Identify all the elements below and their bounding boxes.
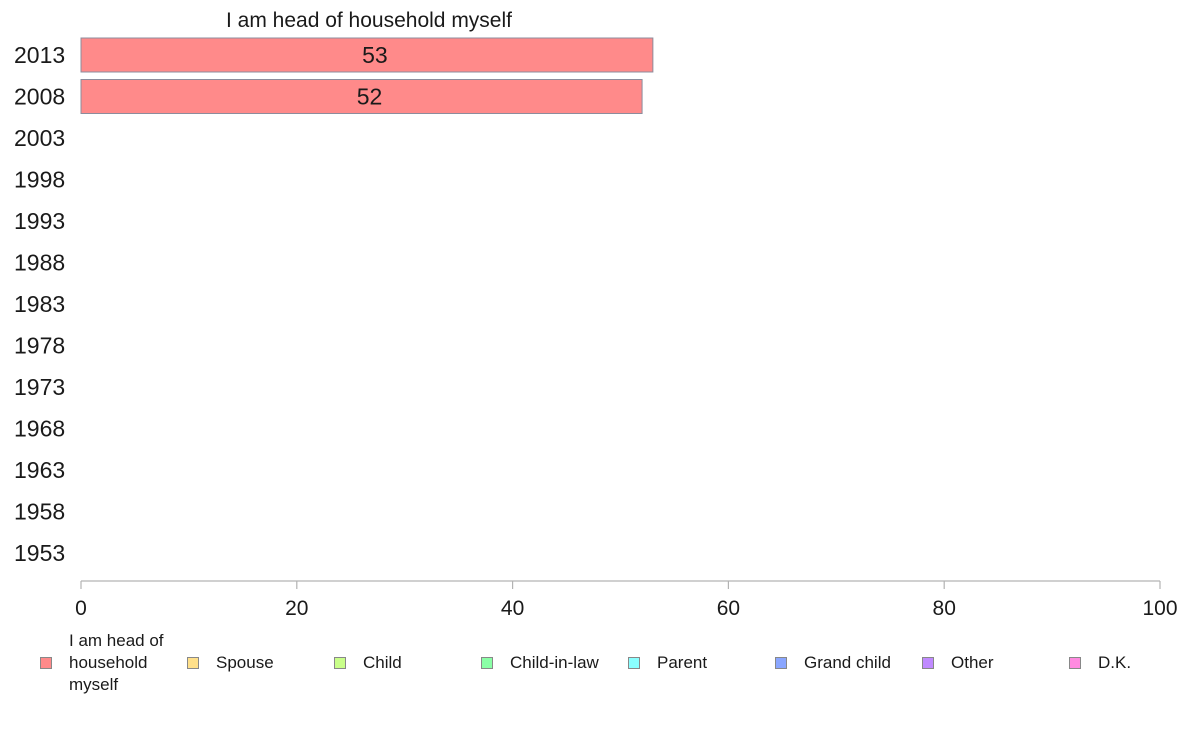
legend-item: Child bbox=[334, 630, 402, 696]
category-label: 1978 bbox=[14, 333, 65, 359]
chart-title: I am head of household myself bbox=[226, 9, 512, 32]
category-label: 2013 bbox=[14, 42, 65, 68]
category-label: 1963 bbox=[14, 457, 65, 483]
category-labels: 2013 2008 2003 1998 1993 1988 1983 1978 1973 1968… bbox=[14, 42, 65, 566]
legend-swatch bbox=[40, 657, 52, 669]
legend-label: Spouse bbox=[216, 653, 274, 672]
category-label: 1973 bbox=[14, 374, 65, 400]
legend-swatch bbox=[922, 657, 934, 669]
category-label: 1968 bbox=[14, 416, 65, 442]
x-tick-label: 60 bbox=[717, 597, 740, 620]
category-label: 1953 bbox=[14, 540, 65, 566]
category-label: 1958 bbox=[14, 499, 65, 525]
legend-swatch bbox=[334, 657, 346, 669]
legend-item: D.K. bbox=[1069, 630, 1131, 696]
bar bbox=[80, 79, 643, 114]
legend-label: Child-in-law bbox=[510, 653, 599, 672]
legend-item: Child-in-law bbox=[481, 630, 599, 696]
bar-value-label: 53 bbox=[362, 42, 388, 68]
legend-swatch bbox=[1069, 657, 1081, 669]
category-label: 2003 bbox=[14, 125, 65, 151]
legend-label: Parent bbox=[657, 653, 708, 672]
category-label: 1993 bbox=[14, 208, 65, 234]
legend-item: Parent bbox=[628, 630, 707, 696]
legend-label: I am head of household myself bbox=[69, 631, 164, 694]
x-tick-label: 40 bbox=[501, 597, 524, 620]
legend-swatch bbox=[187, 657, 199, 669]
x-axis: 0 20 40 60 80 100 bbox=[75, 580, 1178, 620]
x-tick-label: 0 bbox=[75, 597, 87, 620]
legend-item: I am head of household myself bbox=[40, 630, 181, 696]
x-tick-label: 80 bbox=[933, 597, 956, 620]
bar bbox=[80, 37, 654, 73]
legend-item: Spouse bbox=[187, 630, 274, 696]
x-tick-label: 100 bbox=[1142, 597, 1177, 620]
category-label: 1988 bbox=[14, 250, 65, 276]
legend-label: D.K. bbox=[1098, 653, 1132, 672]
legend-label: Child bbox=[363, 653, 402, 672]
category-label: 2008 bbox=[14, 84, 65, 110]
bar-value-label: 52 bbox=[357, 84, 383, 110]
legend-label: Grand child bbox=[804, 653, 891, 672]
legend: I am head of household myself Spouse Child… bbox=[0, 630, 1188, 700]
x-tick-label: 20 bbox=[285, 597, 308, 620]
legend-item: Other bbox=[922, 630, 994, 696]
legend-label: Other bbox=[951, 653, 994, 672]
bars-group: 53 52 bbox=[80, 37, 654, 114]
category-label: 1983 bbox=[14, 291, 65, 317]
category-label: 1998 bbox=[14, 167, 65, 193]
legend-swatch bbox=[775, 657, 787, 669]
legend-swatch bbox=[628, 657, 640, 669]
legend-item: Grand child bbox=[775, 630, 891, 696]
legend-swatch bbox=[481, 657, 493, 669]
